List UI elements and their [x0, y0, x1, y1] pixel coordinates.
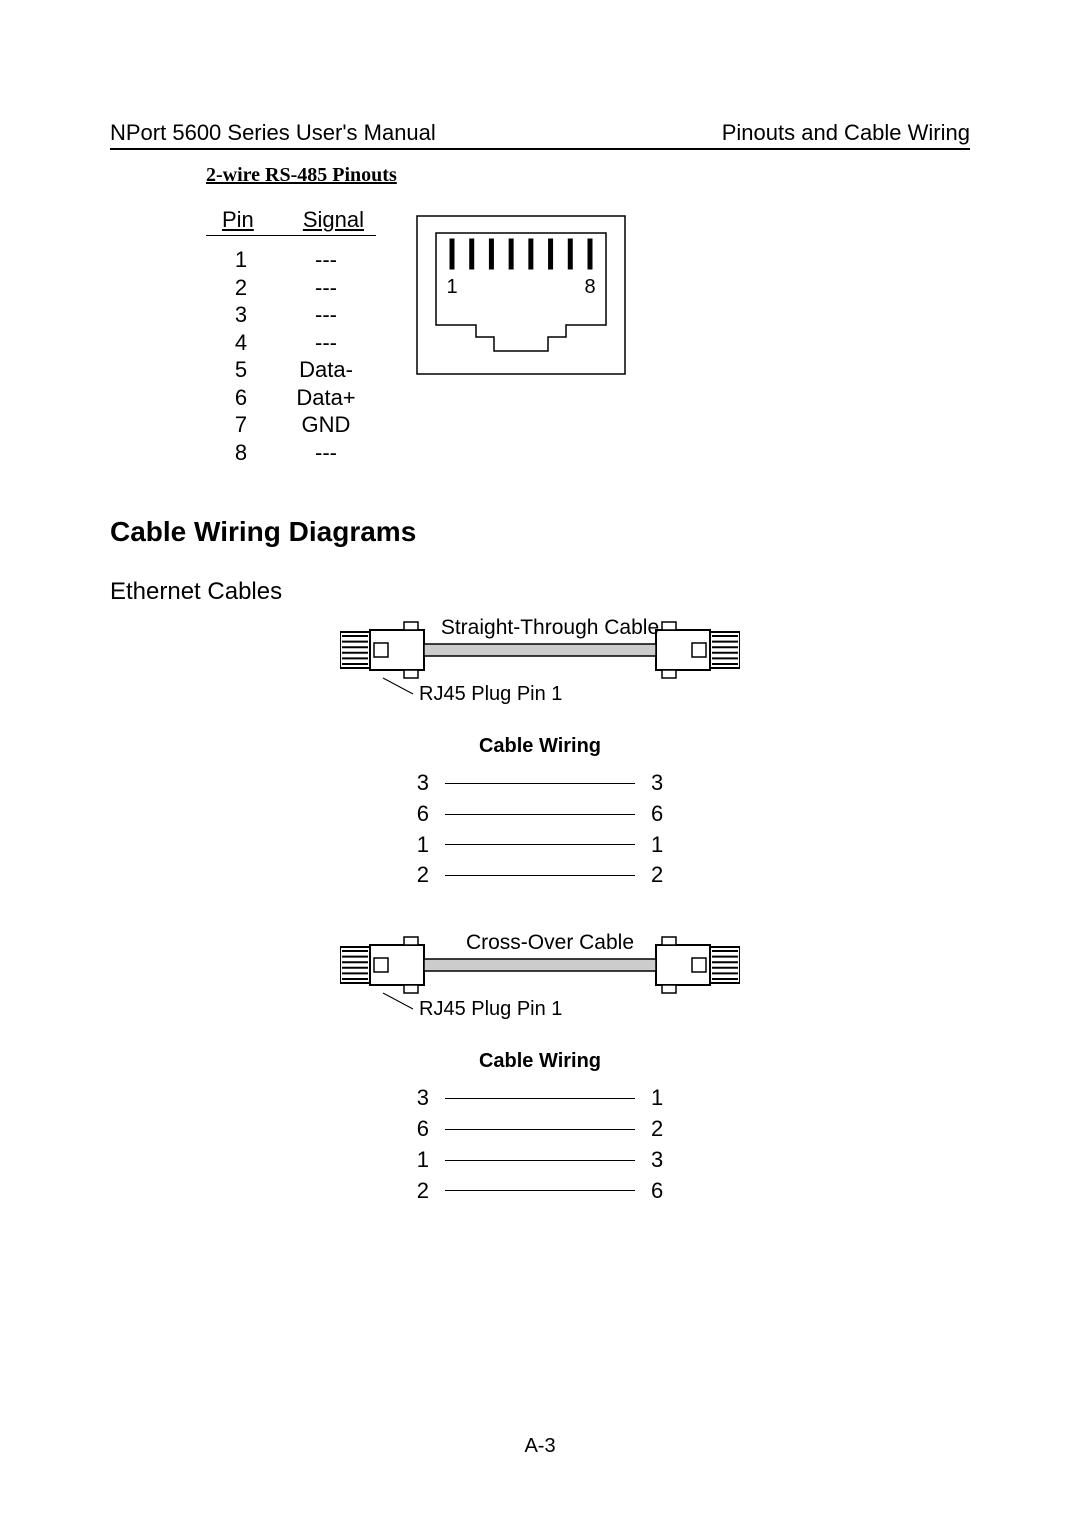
wiring-row: 22: [417, 860, 664, 891]
pin-table-cell-signal: ---: [276, 274, 376, 302]
pin-table: Pin Signal 1---2---3---4---5Data-6Data+7…: [206, 207, 376, 466]
wiring-line: [445, 1129, 635, 1130]
wiring-row: 26: [417, 1176, 664, 1207]
wiring-rows: 31621326: [417, 1083, 664, 1206]
wiring-row: 33: [417, 768, 664, 799]
pin-table-cell-signal: GND: [276, 411, 376, 439]
diagram-label: RJ45 Plug Pin 1: [419, 683, 562, 705]
page-header: NPort 5600 Series User's Manual Pinouts …: [110, 120, 970, 150]
header-right: Pinouts and Cable Wiring: [722, 120, 970, 146]
wiring-line: [445, 1190, 635, 1191]
straight-cable-block: Straight-Through Cable RJ45 Plug Pin 1 Cab…: [110, 616, 970, 891]
pin-table-row: 8---: [206, 439, 376, 467]
pin-table-row: 5Data-: [206, 356, 376, 384]
pin-table-row: 6Data+: [206, 384, 376, 412]
wiring-right-pin: 6: [651, 799, 663, 830]
wiring-left-pin: 1: [417, 830, 429, 861]
pin-table-row: 2---: [206, 274, 376, 302]
wiring-left-pin: 2: [417, 860, 429, 891]
rj45-jack-diagram: 18: [416, 215, 626, 380]
wiring-left-pin: 6: [417, 1114, 429, 1145]
wiring-right-pin: 1: [651, 830, 663, 861]
wiring-right-pin: 3: [651, 768, 663, 799]
pin-table-cell-signal: ---: [276, 301, 376, 329]
wiring-right-pin: 1: [651, 1083, 663, 1114]
cable-wiring-title: Cable Wiring: [110, 1050, 970, 1073]
pin-table-row: 1---: [206, 246, 376, 274]
wiring-line: [445, 1098, 635, 1099]
wiring-row: 62: [417, 1114, 664, 1145]
pin-table-cell-pin: 8: [206, 439, 276, 467]
pinout-section: Pin Signal 1---2---3---4---5Data-6Data+7…: [206, 207, 970, 466]
pin-table-row: 4---: [206, 329, 376, 357]
wiring-rows: 33661122: [417, 768, 664, 891]
wiring-line: [445, 844, 635, 845]
pin-table-cell-signal: ---: [276, 246, 376, 274]
pin-table-cell-pin: 4: [206, 329, 276, 357]
pin-table-head-signal: Signal: [303, 207, 364, 233]
page-root: NPort 5600 Series User's Manual Pinouts …: [0, 0, 1080, 1528]
page-number: A-3: [0, 1435, 1080, 1458]
heading-ethernet-cables: Ethernet Cables: [110, 578, 970, 606]
cable-wiring-title: Cable Wiring: [110, 735, 970, 758]
wiring-left-pin: 1: [417, 1145, 429, 1176]
wiring-row: 66: [417, 799, 664, 830]
wiring-row: 31: [417, 1083, 664, 1114]
wiring-line: [445, 814, 635, 815]
pin-table-head-pin: Pin: [222, 207, 254, 233]
wiring-right-pin: 2: [651, 860, 663, 891]
pin-table-cell-signal: ---: [276, 439, 376, 467]
crossover-cable-block: Cross-Over Cable RJ45 Plug Pin 1 Cable Wir…: [110, 931, 970, 1206]
svg-text:1: 1: [446, 276, 457, 298]
wiring-left-pin: 3: [417, 1083, 429, 1114]
pin-table-cell-signal: Data-: [276, 356, 376, 384]
wiring-right-pin: 6: [651, 1176, 663, 1207]
header-left: NPort 5600 Series User's Manual: [110, 120, 436, 146]
wiring-line: [445, 783, 635, 784]
pin-table-cell-pin: 1: [206, 246, 276, 274]
pin-table-cell-pin: 5: [206, 356, 276, 384]
wiring-right-pin: 2: [651, 1114, 663, 1145]
pin-table-row: 7GND: [206, 411, 376, 439]
cable-plug-diagram: Straight-Through Cable RJ45 Plug Pin 1: [340, 616, 740, 711]
wiring-left-pin: 3: [417, 768, 429, 799]
wiring-right-pin: 3: [651, 1145, 663, 1176]
wiring-row: 13: [417, 1145, 664, 1176]
pin-table-cell-pin: 2: [206, 274, 276, 302]
pin-table-cell-pin: 7: [206, 411, 276, 439]
wiring-line: [445, 875, 635, 876]
pin-table-cell-signal: ---: [276, 329, 376, 357]
diagram-label: Cross-Over Cable: [466, 931, 634, 954]
wiring-left-pin: 2: [417, 1176, 429, 1207]
pin-table-cell-pin: 3: [206, 301, 276, 329]
pin-table-head: Pin Signal: [206, 207, 376, 236]
section-title: 2-wire RS-485 Pinouts: [206, 164, 970, 187]
wiring-line: [445, 1160, 635, 1161]
pin-table-row: 3---: [206, 301, 376, 329]
svg-text:8: 8: [584, 276, 595, 298]
pin-table-cell-signal: Data+: [276, 384, 376, 412]
diagram-label: RJ45 Plug Pin 1: [419, 998, 562, 1020]
wiring-row: 11: [417, 830, 664, 861]
wiring-left-pin: 6: [417, 799, 429, 830]
pin-table-cell-pin: 6: [206, 384, 276, 412]
heading-cable-wiring-diagrams: Cable Wiring Diagrams: [110, 516, 970, 548]
diagram-label: Straight-Through Cable: [441, 616, 659, 639]
cable-plug-diagram: Cross-Over Cable RJ45 Plug Pin 1: [340, 931, 740, 1026]
